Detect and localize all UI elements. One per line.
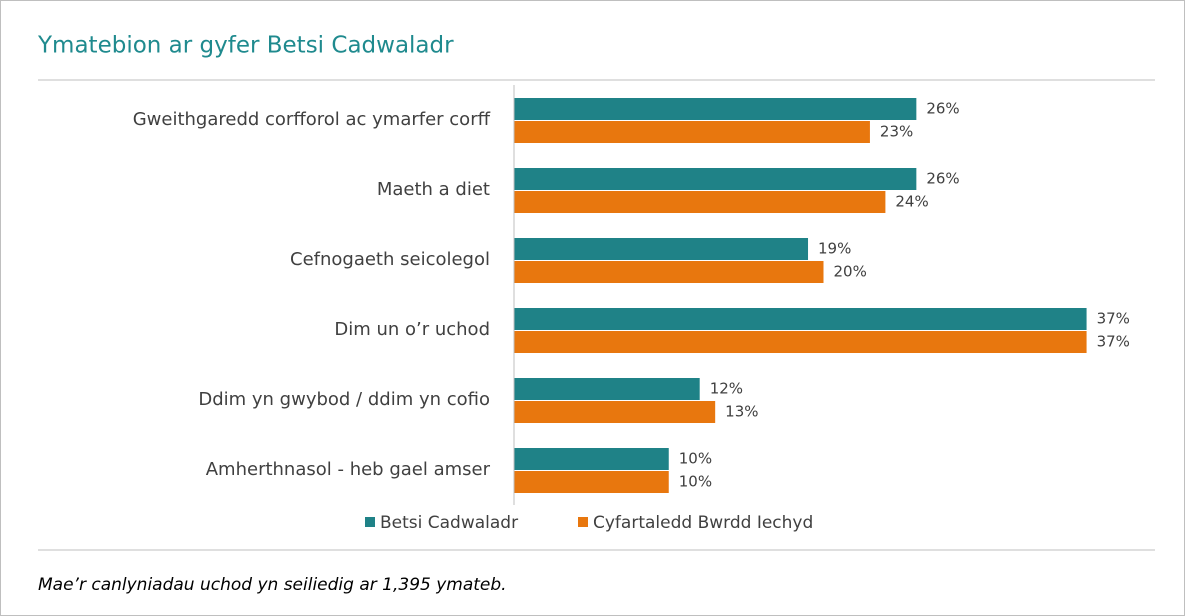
value-label: 10%	[679, 473, 712, 491]
value-label: 26%	[926, 100, 959, 118]
bar	[514, 308, 1087, 330]
value-label: 37%	[1097, 310, 1130, 328]
category-label: Maeth a diet	[377, 179, 490, 200]
value-label: 23%	[880, 123, 913, 141]
bar	[514, 471, 669, 493]
category-label: Amherthnasol - heb gael amser	[206, 459, 491, 480]
legend-label: Cyfartaledd Bwrdd Iechyd	[593, 513, 813, 533]
chart-title: Ymatebion ar gyfer Betsi Cadwaladr	[37, 33, 454, 59]
value-label: 20%	[834, 263, 867, 281]
bar	[514, 121, 870, 143]
category-label: Ddim yn gwybod / ddim yn cofio	[198, 389, 490, 410]
bar	[514, 378, 700, 400]
bar	[514, 401, 716, 423]
value-label: 19%	[818, 240, 851, 258]
bar	[514, 261, 824, 283]
category-label: Cefnogaeth seicolegol	[290, 249, 490, 270]
bar	[514, 191, 886, 213]
value-label: 12%	[710, 380, 743, 398]
legend-swatch	[578, 517, 588, 527]
bar	[514, 98, 917, 120]
bar	[514, 238, 809, 260]
value-label: 10%	[679, 450, 712, 468]
bar	[514, 168, 917, 190]
bar	[514, 331, 1087, 353]
value-label: 26%	[926, 170, 959, 188]
legend-swatch	[365, 517, 375, 527]
footnote: Mae’r canlyniadau uchod yn seiliedig ar …	[38, 575, 507, 595]
value-label: 37%	[1097, 333, 1130, 351]
legend-label: Betsi Cadwaladr	[380, 513, 518, 533]
category-label: Gweithgaredd corfforol ac ymarfer corff	[133, 109, 491, 130]
bar	[514, 448, 669, 470]
value-label: 13%	[725, 403, 758, 421]
category-label: Dim un o’r uchod	[334, 319, 490, 340]
value-label: 24%	[895, 193, 928, 211]
